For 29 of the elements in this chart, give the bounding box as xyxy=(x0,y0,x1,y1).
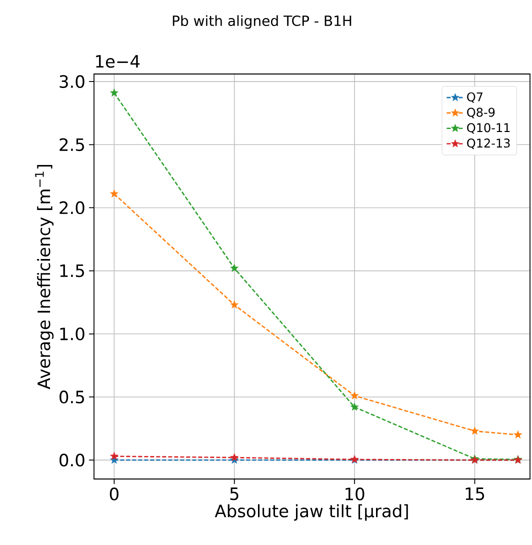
y-tick-label: 2.5 xyxy=(60,138,84,152)
point xyxy=(350,391,359,400)
point xyxy=(110,88,118,96)
point xyxy=(514,430,522,438)
y-tick-label: 3.0 xyxy=(60,75,84,88)
x-axis-title: Absolute jaw tilt [µrad] xyxy=(214,504,408,521)
legend-label: Q7 xyxy=(467,92,482,103)
legend-label: Q12-13 xyxy=(467,138,510,150)
point xyxy=(350,402,359,411)
point xyxy=(470,426,479,435)
chart-title: Pb with aligned TCP - B1H xyxy=(172,15,352,29)
legend-label: Q10-11 xyxy=(467,123,510,134)
x-tick-label: 5 xyxy=(230,488,238,500)
point xyxy=(230,300,239,308)
x-tick-label: 10 xyxy=(346,488,364,500)
text: 1e−4 xyxy=(96,55,140,68)
point xyxy=(110,190,118,198)
point xyxy=(230,264,239,272)
legend-label: Q8-9 xyxy=(467,108,495,118)
x-tick-label: 15 xyxy=(466,488,484,500)
y-tick-label: 0.0 xyxy=(60,454,84,466)
point xyxy=(110,452,118,460)
y-tick-label: 0.5 xyxy=(60,390,84,404)
y-tick-label: 2.0 xyxy=(60,201,84,214)
x-tick-label: 0 xyxy=(110,488,118,500)
point xyxy=(230,453,239,462)
y-tick-label: 1.5 xyxy=(60,264,84,278)
y-tick-label: 1.0 xyxy=(60,327,84,340)
y-axis-title: Average Inefficiency [m$^{−1}$] xyxy=(35,165,54,390)
